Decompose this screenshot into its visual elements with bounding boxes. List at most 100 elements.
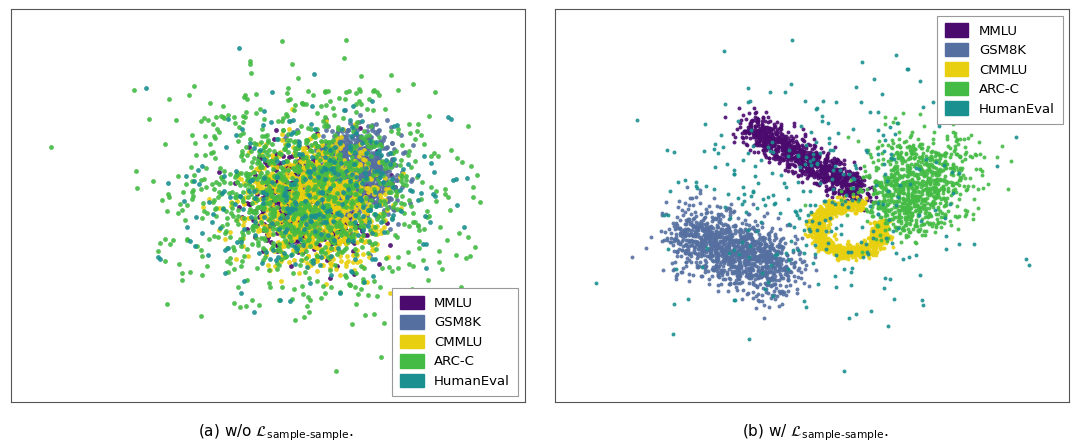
Point xyxy=(835,247,852,254)
Point xyxy=(303,204,321,211)
Point xyxy=(772,249,789,257)
Point xyxy=(745,226,762,233)
Point xyxy=(366,211,383,218)
Point xyxy=(890,194,907,202)
Point xyxy=(755,143,772,150)
Point xyxy=(921,177,939,184)
Point xyxy=(881,225,899,232)
Point xyxy=(909,196,927,203)
Point xyxy=(354,212,372,219)
Point xyxy=(359,147,376,154)
Point xyxy=(305,207,322,214)
Point xyxy=(311,175,328,182)
Point xyxy=(759,263,777,270)
Point xyxy=(869,201,887,208)
Point xyxy=(755,270,772,277)
Point xyxy=(372,140,389,148)
Point xyxy=(264,209,281,216)
Point xyxy=(908,160,926,168)
Point xyxy=(823,201,840,208)
Point xyxy=(883,118,901,125)
Point xyxy=(914,301,931,308)
Point xyxy=(275,198,293,205)
Point xyxy=(360,184,377,191)
Point xyxy=(346,168,363,175)
Point xyxy=(892,143,909,151)
Point xyxy=(355,264,373,271)
Point xyxy=(273,201,291,208)
Point xyxy=(312,167,329,174)
Point xyxy=(364,167,381,174)
Point xyxy=(677,248,694,255)
Point xyxy=(969,185,986,192)
Point xyxy=(324,214,341,221)
Point xyxy=(299,169,316,176)
Point xyxy=(318,230,335,237)
Point xyxy=(404,188,421,195)
Point xyxy=(846,252,863,259)
Point xyxy=(296,179,313,186)
Point xyxy=(293,232,310,239)
Point xyxy=(942,171,959,178)
Point xyxy=(879,223,896,230)
Point xyxy=(372,197,389,204)
Point xyxy=(780,142,797,149)
Point xyxy=(266,195,283,202)
Point xyxy=(906,146,923,153)
Point xyxy=(307,198,324,205)
Point xyxy=(851,203,868,210)
Point xyxy=(902,217,919,224)
Point xyxy=(337,233,354,240)
Point xyxy=(264,182,281,189)
Point xyxy=(664,220,681,227)
Point xyxy=(256,178,273,185)
Point xyxy=(320,188,337,195)
Point xyxy=(350,202,367,210)
Point xyxy=(740,264,757,271)
Point xyxy=(820,215,837,222)
Point xyxy=(335,147,352,154)
Point xyxy=(321,138,338,145)
Point xyxy=(316,202,334,210)
Point xyxy=(813,170,831,177)
Point xyxy=(254,180,271,187)
Point xyxy=(306,186,323,194)
Point xyxy=(745,251,762,258)
Point xyxy=(755,127,772,134)
Point xyxy=(365,185,382,192)
Point xyxy=(403,202,420,209)
Point xyxy=(667,275,685,283)
Point xyxy=(823,243,840,250)
Point xyxy=(755,257,772,264)
Point xyxy=(750,246,767,253)
Point xyxy=(887,177,904,184)
Point xyxy=(247,186,265,194)
Point xyxy=(300,231,318,238)
Point xyxy=(332,143,349,150)
Point xyxy=(301,183,319,190)
Point xyxy=(252,212,269,219)
Point xyxy=(928,223,945,230)
Point xyxy=(903,183,920,190)
Point xyxy=(289,236,307,244)
Point xyxy=(321,215,338,223)
Point xyxy=(282,205,299,212)
Point xyxy=(719,221,737,228)
Point xyxy=(309,207,326,214)
Point xyxy=(757,137,774,144)
Point xyxy=(288,175,306,182)
Point xyxy=(334,174,351,181)
Point xyxy=(822,210,839,217)
Point xyxy=(373,188,390,195)
Point xyxy=(262,219,280,226)
Point xyxy=(300,177,318,184)
Point xyxy=(393,169,410,176)
Point xyxy=(307,227,324,234)
Point xyxy=(834,209,851,216)
Point xyxy=(357,165,375,172)
Point xyxy=(718,160,735,168)
Point xyxy=(319,214,336,221)
Point xyxy=(309,194,326,201)
Point xyxy=(841,182,859,189)
Point xyxy=(310,231,327,238)
